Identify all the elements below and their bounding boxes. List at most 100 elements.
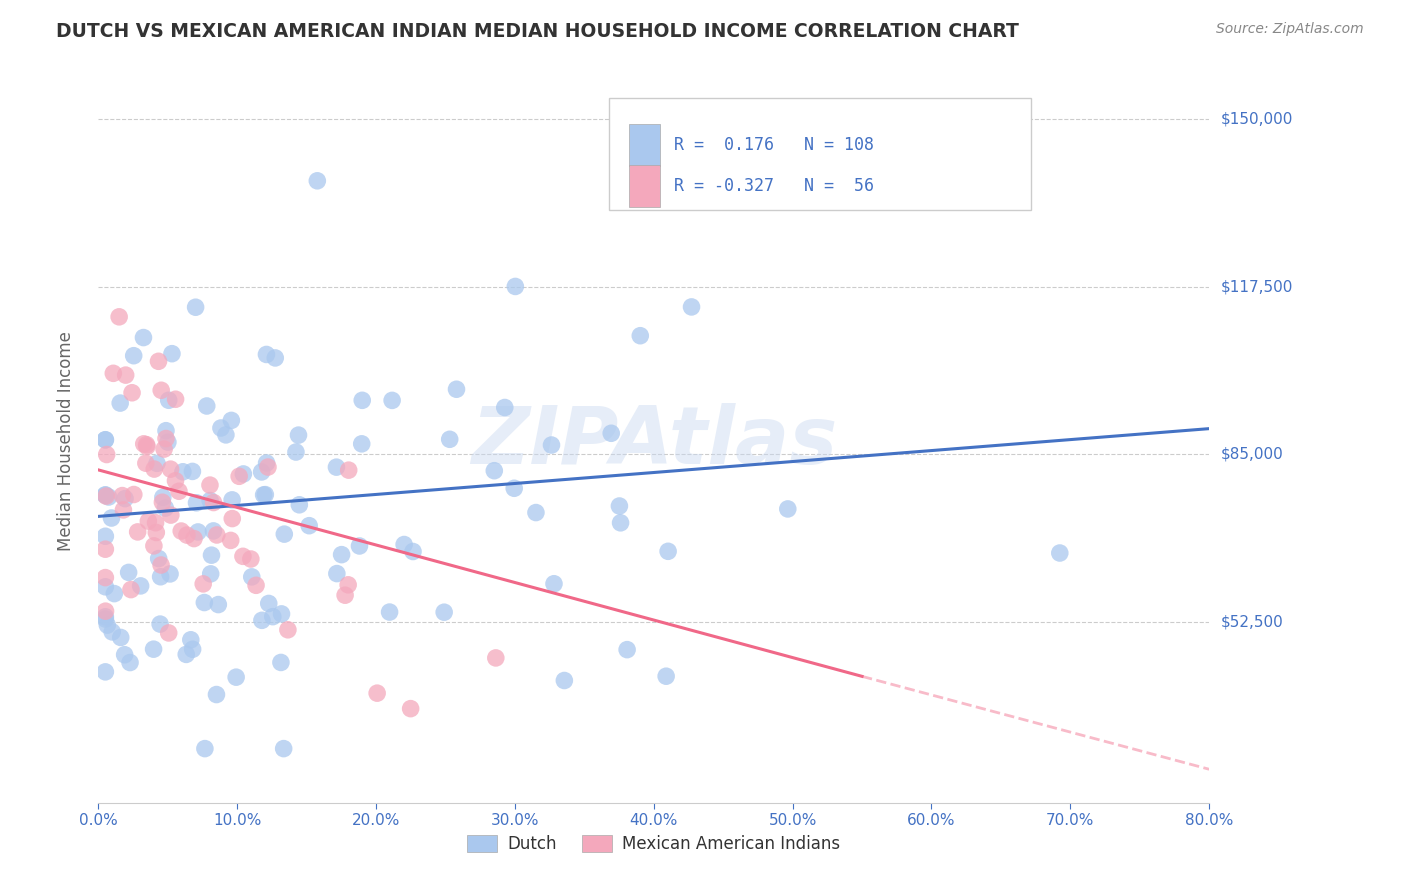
Point — [200, 548, 222, 562]
Point — [135, 456, 157, 470]
Point — [157, 626, 180, 640]
Point — [655, 669, 678, 683]
Point — [165, 392, 187, 407]
Point — [250, 613, 273, 627]
Point — [184, 300, 207, 314]
Point — [94, 433, 117, 447]
Point — [129, 579, 152, 593]
Point — [159, 462, 181, 476]
Point — [94, 612, 117, 626]
Text: $117,500: $117,500 — [1220, 279, 1292, 294]
Point — [138, 514, 160, 528]
Point — [200, 566, 222, 581]
Point — [350, 437, 373, 451]
Text: $85,000: $85,000 — [1220, 447, 1284, 462]
Point — [657, 544, 679, 558]
Point — [540, 438, 562, 452]
Point — [94, 542, 117, 557]
Point — [219, 533, 242, 548]
Point — [172, 465, 194, 479]
Point — [325, 460, 347, 475]
Point — [1049, 546, 1071, 560]
Point — [270, 656, 292, 670]
Point — [120, 582, 142, 597]
Point — [250, 465, 273, 479]
Point — [96, 618, 118, 632]
Point — [352, 393, 374, 408]
Point — [94, 571, 117, 585]
Point — [135, 438, 157, 452]
Point — [221, 492, 243, 507]
Point — [503, 481, 526, 495]
Point — [143, 462, 166, 476]
Point — [111, 489, 134, 503]
Point — [337, 578, 360, 592]
Point — [152, 495, 174, 509]
Y-axis label: Median Household Income: Median Household Income — [56, 332, 75, 551]
Point — [205, 688, 228, 702]
Point — [167, 484, 190, 499]
Point — [215, 428, 238, 442]
Point — [433, 605, 456, 619]
Point — [94, 609, 117, 624]
Point — [228, 469, 250, 483]
Point — [103, 367, 125, 381]
Point — [148, 354, 170, 368]
Point — [132, 437, 155, 451]
Point — [273, 527, 295, 541]
Point — [114, 368, 136, 383]
Point — [439, 432, 461, 446]
Point — [149, 617, 172, 632]
Point — [132, 330, 155, 344]
Point — [225, 670, 247, 684]
Point — [187, 524, 209, 539]
Point — [307, 174, 329, 188]
Point — [145, 525, 167, 540]
Point — [378, 605, 401, 619]
Point — [600, 426, 623, 441]
Point — [256, 456, 278, 470]
Point — [262, 609, 284, 624]
Point — [366, 686, 388, 700]
Point — [114, 491, 136, 506]
Point — [176, 528, 198, 542]
Point — [402, 544, 425, 558]
Point — [94, 433, 117, 447]
Point — [193, 595, 215, 609]
Point — [485, 651, 508, 665]
Point — [121, 385, 143, 400]
Point — [524, 506, 547, 520]
FancyBboxPatch shape — [609, 98, 1032, 211]
Text: Source: ZipAtlas.com: Source: ZipAtlas.com — [1216, 22, 1364, 37]
Point — [399, 701, 422, 715]
Point — [253, 488, 276, 502]
Point — [298, 518, 321, 533]
Point — [287, 428, 309, 442]
Point — [142, 539, 165, 553]
Point — [202, 524, 225, 538]
Point — [153, 442, 176, 456]
Point — [145, 516, 167, 530]
Point — [209, 421, 232, 435]
Point — [245, 578, 267, 592]
Point — [193, 577, 215, 591]
Point — [159, 566, 181, 581]
Text: ZIPAtlas: ZIPAtlas — [471, 402, 837, 481]
Point — [127, 524, 149, 539]
Point — [136, 440, 159, 454]
Point — [97, 490, 120, 504]
Point — [118, 656, 141, 670]
Point — [264, 351, 287, 365]
Point — [155, 424, 177, 438]
Point — [146, 456, 169, 470]
Point — [181, 464, 204, 478]
Point — [207, 598, 229, 612]
Point — [628, 328, 651, 343]
Point — [609, 516, 631, 530]
Point — [609, 499, 631, 513]
Point — [392, 537, 415, 551]
Point — [194, 741, 217, 756]
Point — [112, 503, 135, 517]
Point — [155, 432, 177, 446]
Point — [333, 588, 356, 602]
